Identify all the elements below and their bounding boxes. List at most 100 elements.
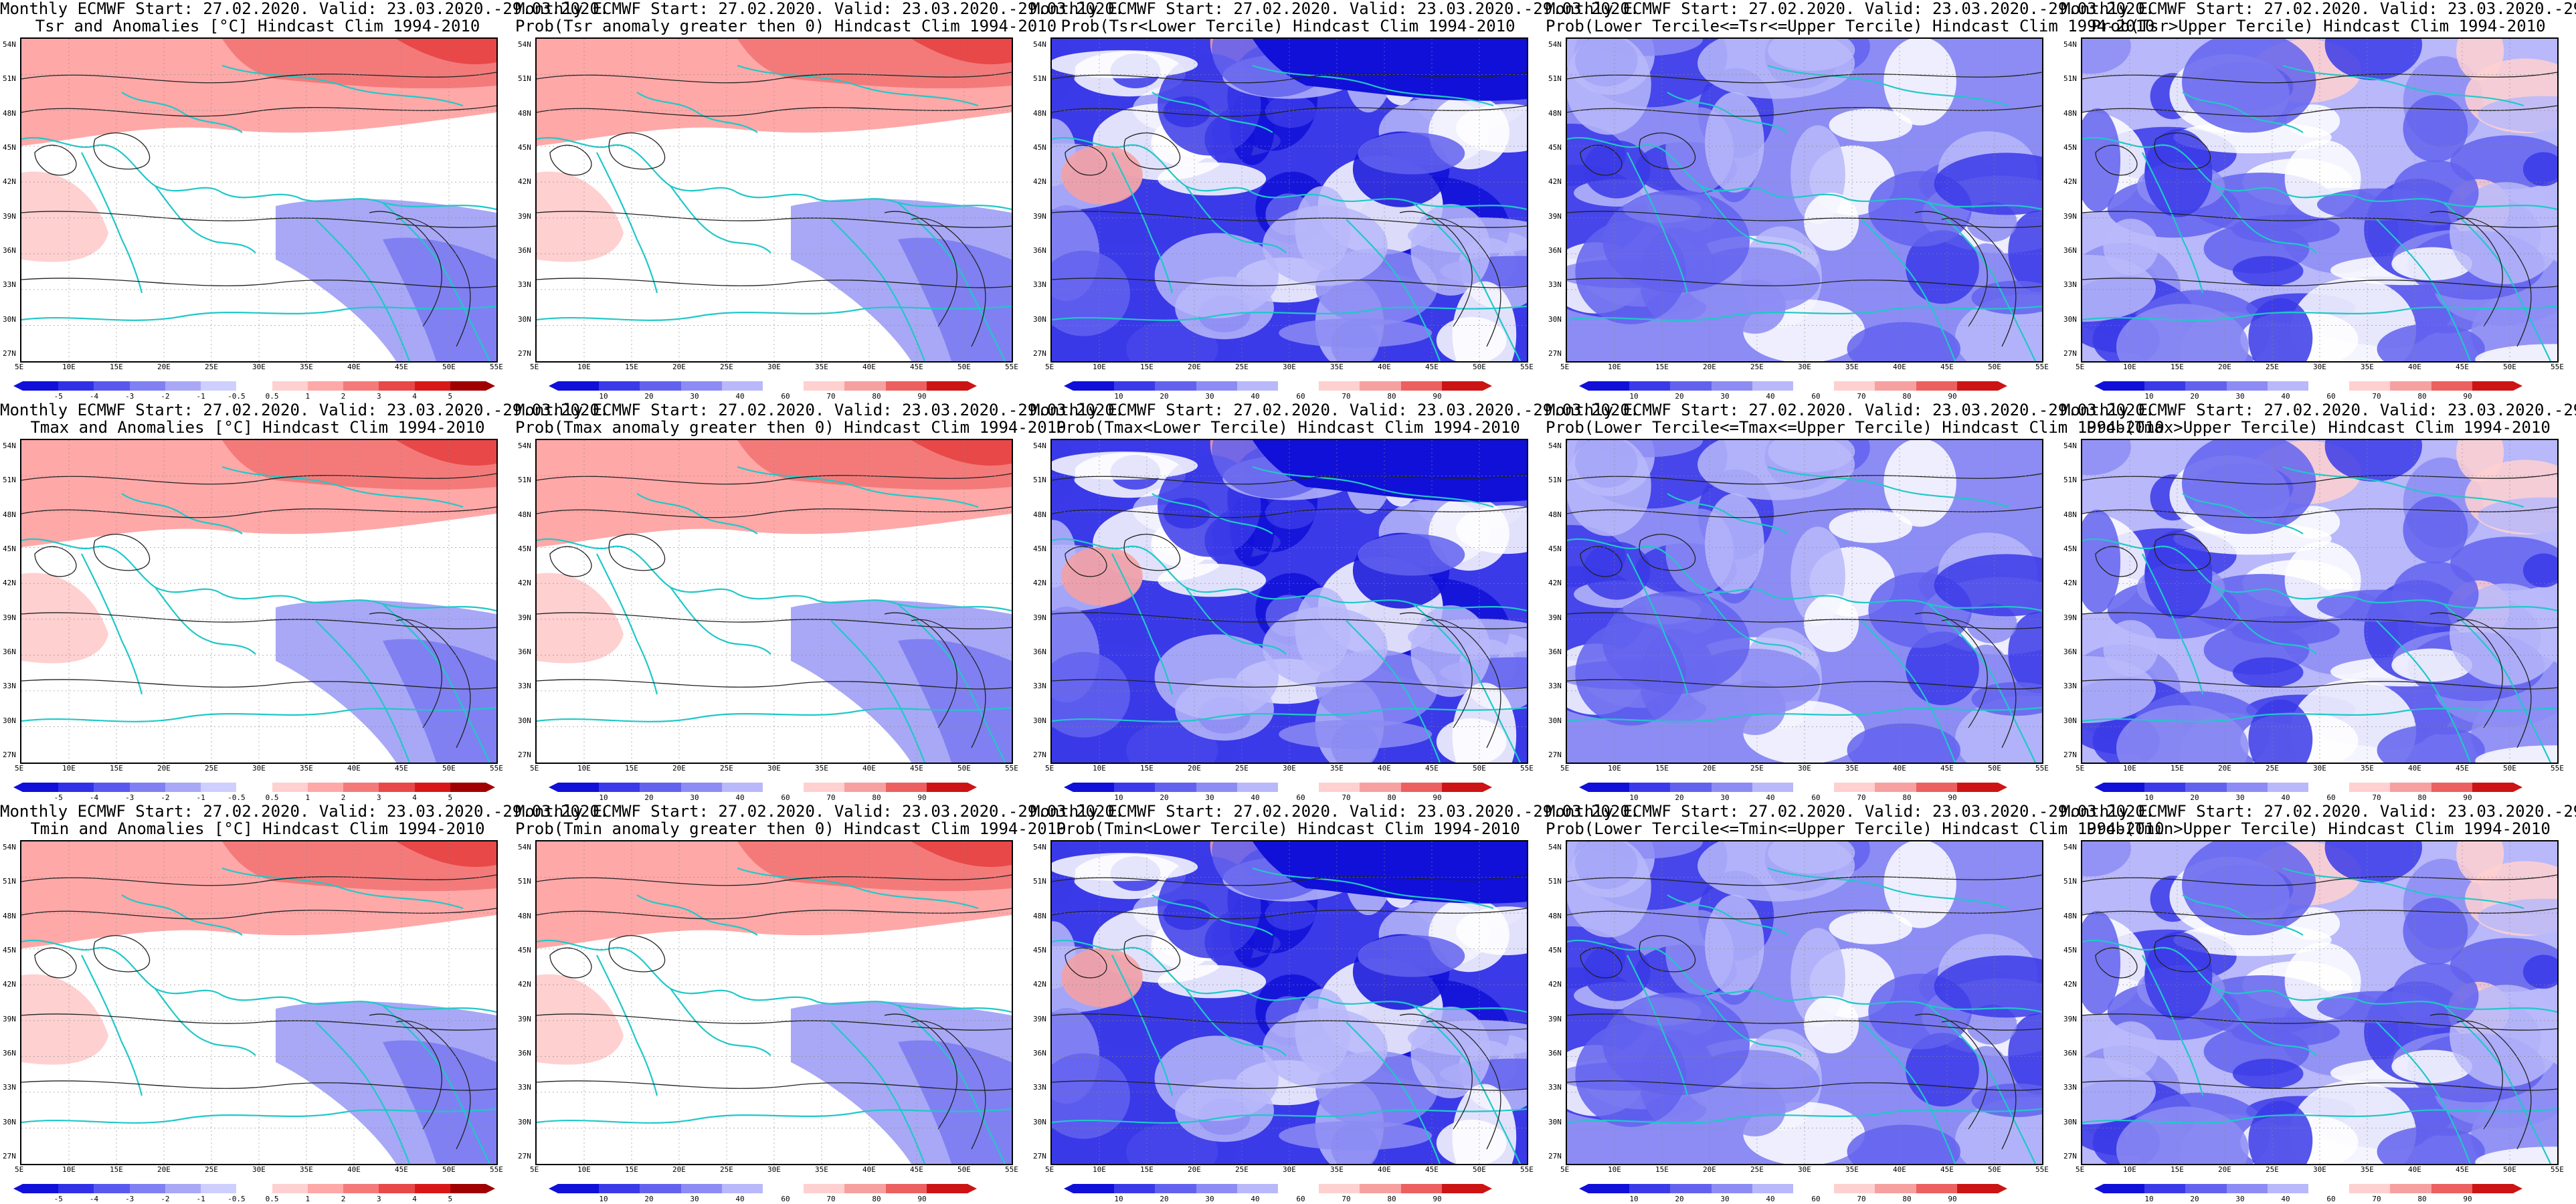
probability-area [1358,534,1465,576]
colorbar-tick-label: 60 [2326,392,2336,401]
coastline [315,620,411,763]
latitude-label: 30N [518,314,531,324]
isotherm-contour [21,874,496,886]
probability-area [1456,104,1527,153]
probability-area [2522,955,2557,989]
isotherm-contour [93,132,151,170]
latitude-label: 48N [1033,911,1046,920]
colorbar-right-arrow [1998,783,2007,792]
colorbar-segment [1319,381,1360,391]
colorbar-segment [379,783,416,792]
latitude-label: 30N [1548,716,1562,725]
colorbar-segment [165,1184,201,1193]
longitude-label: 35E [300,1165,313,1174]
colorbar-segment [450,1184,486,1193]
latitude-label: 36N [1548,647,1562,656]
coastline [1152,493,1273,534]
coastline [2215,587,2317,655]
longitude-label: 40E [2408,363,2421,371]
colorbar-segment [165,783,201,792]
isotherm-contour [1052,874,1527,886]
warm-anomaly-area [911,39,1012,65]
colorbar-segment [1629,1184,1671,1193]
latitude-label: 54N [2063,441,2077,450]
longitude-label: 10E [2123,1165,2136,1174]
longitude-label: 15E [625,363,638,371]
longitude-label: 15E [1140,363,1154,371]
cool-anomaly-area [898,237,1012,361]
probability-area [2522,152,2557,187]
latitude-label: 33N [518,280,531,290]
colorbar-left-arrow [1064,381,1073,391]
latitude-label: 51N [1033,74,1046,84]
map-panel: Monthly ECMWF Start: 27.02.2020. Valid: … [0,0,609,401]
latitude-label: 54N [2063,843,2077,851]
isotherm-contour [2082,211,2557,228]
colorbar-left-arrow [1064,1184,1073,1193]
latitude-label: 48N [2063,108,2077,118]
latitude-label: 33N [1548,280,1562,290]
map-area [1050,37,1528,363]
probability-area [2232,1058,2304,1089]
coastline [537,136,1012,211]
probability-area [2082,656,2156,723]
isotherm-contour [21,612,496,629]
colorbar-tick-label: 60 [1811,1195,1821,1203]
longitude-label: 25E [2266,363,2279,371]
longitude-label: 50E [957,764,971,773]
colorbar-segment [844,381,887,391]
isotherm-contour [1567,874,2042,886]
longitude-label: 40E [1893,363,1906,371]
latitude-label: 42N [2063,177,2077,187]
coastline [1346,1021,1441,1164]
isotherm-contour [1426,217,1501,347]
probability-area [1407,1020,1527,1057]
coastline [1567,305,2042,321]
probability-area [2182,39,2316,133]
colorbar-segment [1400,1184,1443,1193]
colorbar-tick-label: 80 [1902,392,1912,401]
colorbar-tick-label: -4 [89,392,99,401]
coastline [1767,64,2009,107]
panel-title: Monthly ECMWF Start: 27.02.2020. Valid: … [515,802,1125,821]
latitude-label: 51N [1033,476,1046,485]
colorbar-left-arrow [549,783,558,792]
colorbar [13,1184,495,1193]
coastline [1928,1005,2036,1164]
longitude-label: 40E [1893,1165,1906,1174]
isotherm-contour [2082,72,2557,84]
latitude-label: 27N [2063,750,2077,759]
longitude-label: 25E [1750,1165,1764,1174]
probability-area [1262,1008,1388,1089]
colorbar-tick-label: 20 [644,392,654,401]
colorbar-tick-label: 2 [341,392,346,401]
latitude-label: 42N [518,177,531,187]
coastline [2443,202,2551,361]
colorbar-tick-label: 30 [2235,793,2245,802]
colorbar-tick-label: 10 [599,392,608,401]
probability-area [1971,280,2042,315]
longitude-label: 40E [1378,363,1391,371]
isotherm-contour [2429,612,2503,728]
colorbar-tick-label: -2 [161,1195,170,1203]
longitude-label: 20E [2218,1165,2231,1174]
coastline [1627,553,1689,695]
isotherm-contour [2082,612,2557,629]
latitude-label: 42N [1548,579,1562,588]
latitude-label: 27N [3,750,16,759]
coastline [1052,538,1527,612]
map-panel: Monthly ECMWF Start: 27.02.2020. Valid: … [1030,0,1639,401]
isotherm-contour [1639,534,1696,571]
longitude-label: 30E [1798,764,1811,773]
longitude-label: 35E [1845,363,1859,371]
isotherm-contour [537,72,1012,84]
isotherm-contour [537,874,1012,886]
coastline [1111,152,1174,294]
isotherm-contour [1065,947,1107,979]
probability-area [2008,211,2042,292]
probability-area [2392,160,2479,226]
isotherm-contour [1052,473,1527,485]
coastline [2082,1108,2557,1124]
coastline [1667,92,1788,133]
colorbar-tick-label: 10 [2144,1195,2154,1203]
